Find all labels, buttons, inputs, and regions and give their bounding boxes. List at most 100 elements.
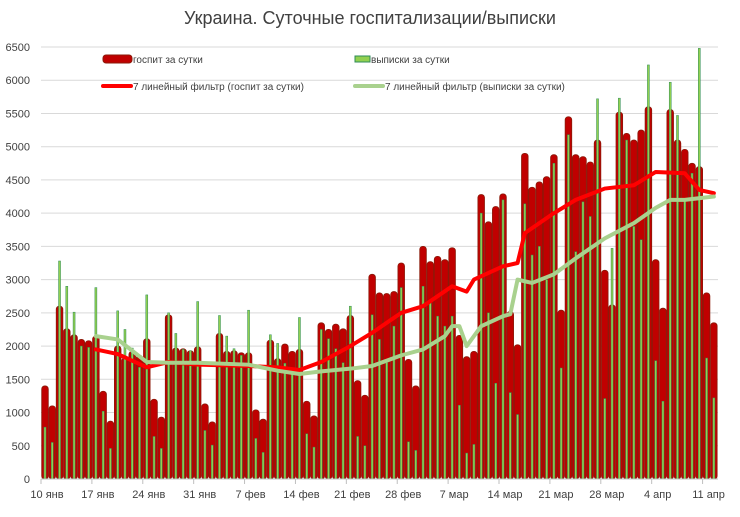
y-tick-label: 2500: [6, 308, 30, 320]
discharge-bar: [152, 436, 156, 480]
discharge-bar: [181, 349, 185, 480]
discharge-bar: [661, 400, 665, 480]
discharge-bar: [290, 372, 294, 480]
discharge-bar: [210, 444, 214, 480]
discharge-bar: [312, 446, 316, 480]
discharge-bar: [123, 329, 127, 480]
x-tick-label: 21 мар: [538, 489, 573, 501]
discharge-bar: [443, 325, 447, 480]
discharge-bar: [356, 436, 359, 480]
legend-label: госпит за сутки: [133, 55, 203, 66]
discharge-bar: [58, 260, 61, 480]
discharge-bar: [698, 48, 701, 480]
discharge-bar: [690, 173, 694, 480]
discharge-bar: [189, 350, 192, 480]
discharge-bar: [581, 201, 585, 480]
legend-label: 7 линейный фильтр (госпит за сутки): [133, 81, 304, 93]
discharge-bar: [109, 448, 112, 480]
x-tick-label: 11 апр: [692, 489, 725, 501]
y-tick-label: 5000: [6, 142, 30, 154]
discharge-bar: [276, 343, 279, 480]
discharge-bar: [603, 398, 607, 480]
discharge-bar: [639, 239, 643, 480]
discharge-bar: [668, 81, 672, 480]
discharge-bar: [574, 251, 577, 480]
discharge-bar: [559, 367, 563, 480]
y-tick-label: 6500: [6, 42, 30, 54]
discharge-bar: [429, 301, 432, 480]
discharge-bar: [683, 199, 687, 480]
discharge-bar: [218, 315, 221, 480]
discharge-bar: [392, 325, 396, 480]
discharge-bar: [145, 294, 149, 480]
discharge-bar: [101, 410, 105, 480]
discharge-bar: [494, 383, 497, 480]
discharge-bar: [610, 248, 614, 480]
discharge-bar: [196, 301, 199, 480]
y-tick-label: 1500: [6, 374, 30, 386]
y-tick-label: 0: [24, 474, 30, 486]
discharge-bar: [385, 362, 388, 480]
discharge-bar: [298, 317, 301, 480]
discharge-bar: [167, 312, 170, 480]
x-tick-label: 7 фев: [235, 489, 265, 501]
discharge-bar: [596, 98, 599, 480]
discharge-bar: [51, 442, 54, 480]
discharge-bar: [283, 363, 287, 480]
x-tick-label: 17 янв: [81, 489, 114, 501]
y-tick-label: 5500: [6, 108, 30, 120]
x-tick-label: 21 фев: [334, 489, 370, 501]
x-tick-label: 10 янв: [30, 489, 63, 501]
discharge-bar: [363, 445, 367, 480]
discharge-bar: [378, 339, 381, 480]
discharge-bar: [618, 97, 621, 480]
discharge-bar: [399, 287, 403, 480]
discharge-bar: [72, 311, 76, 480]
discharge-bar: [65, 286, 69, 480]
discharge-bar: [705, 357, 708, 480]
x-tick-label: 7 мар: [440, 489, 469, 501]
discharge-bar: [487, 312, 490, 480]
discharge-bar: [479, 212, 483, 480]
y-tick-label: 3500: [6, 241, 30, 253]
discharge-bar: [240, 355, 243, 480]
discharge-bar: [269, 334, 272, 480]
discharge-bar: [509, 392, 512, 480]
x-tick-label: 14 мар: [487, 489, 522, 501]
x-tick-label: 14 фев: [283, 489, 319, 501]
discharge-bar: [647, 64, 650, 480]
discharge-bar: [712, 397, 716, 480]
discharge-bar: [632, 226, 636, 480]
discharge-bar: [261, 452, 265, 480]
discharge-bar: [501, 199, 505, 480]
discharge-bar: [349, 305, 352, 480]
discharge-bar: [80, 345, 83, 480]
chart-title: Украина. Суточные госпитализации/выписки: [184, 8, 556, 28]
discharge-bar: [567, 134, 570, 480]
discharge-bar: [254, 438, 258, 480]
discharge-bar: [305, 433, 308, 480]
x-tick-label: 28 фев: [385, 489, 421, 501]
discharge-bar: [94, 287, 98, 480]
discharge-bar: [247, 309, 250, 480]
discharge-bar: [116, 310, 119, 480]
legend-label: выписки за сутки: [371, 55, 450, 66]
y-tick-label: 4500: [6, 175, 30, 187]
y-tick-label: 500: [12, 441, 30, 453]
discharge-bar: [589, 216, 592, 480]
discharge-bar: [87, 347, 90, 480]
discharge-bar: [320, 329, 323, 480]
discharge-bar: [465, 452, 468, 480]
discharge-bar: [138, 367, 141, 480]
discharge-bar: [407, 441, 410, 480]
discharge-bar: [530, 254, 534, 480]
discharge-bar: [472, 444, 476, 480]
y-tick-label: 3000: [6, 275, 30, 287]
y-tick-label: 1000: [6, 408, 30, 420]
x-tick-label: 24 янв: [132, 489, 165, 501]
x-tick-label: 28 мар: [589, 489, 624, 501]
y-tick-label: 6000: [6, 75, 30, 87]
discharge-bar: [160, 448, 163, 480]
discharge-bar: [341, 362, 345, 480]
